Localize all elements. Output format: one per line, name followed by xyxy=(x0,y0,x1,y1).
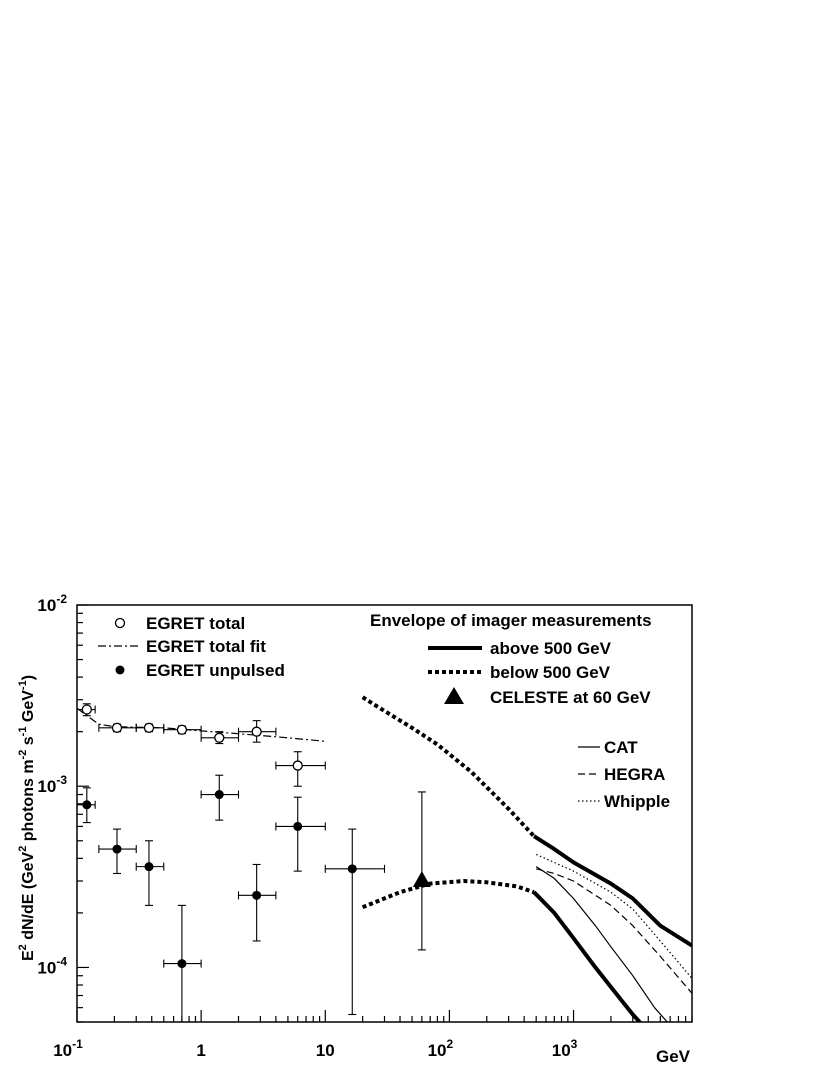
legend-layer: EGRET total EGRET total fit EGRET unpulsed… xyxy=(98,611,670,811)
y-axis-label: E2 dN/dE (GeV2 photons m-2 s-1 GeV-1) xyxy=(17,675,37,961)
x-tick-label: 10-1 xyxy=(53,1037,83,1060)
legend-whipple-label: Whipple xyxy=(604,792,670,811)
legend-cat-label: CAT xyxy=(604,738,638,757)
point-egret-total xyxy=(176,724,188,735)
x-tick-label: 1 xyxy=(196,1041,205,1060)
x-tick-label: 102 xyxy=(428,1037,454,1060)
x-axis-label: GeV xyxy=(656,1047,691,1066)
point-egret-total xyxy=(111,722,123,733)
point-egret-total xyxy=(292,760,303,771)
marker-layer xyxy=(81,704,431,969)
axes-layer: 10-1 1 10 102 103 10-2 10-3 10-4 xyxy=(37,592,693,1060)
point-celeste-at-60-gev xyxy=(412,871,431,888)
point-egret-unpulsed xyxy=(293,821,303,831)
legend-below-500-gev-label: below 500 GeV xyxy=(490,663,611,682)
legend-egret-unpulsed-label: EGRET unpulsed xyxy=(146,661,285,680)
point-egret-total xyxy=(251,726,262,737)
y-tick-label: 10-3 xyxy=(37,773,67,796)
point-egret-unpulsed xyxy=(252,890,262,900)
legend-egret-total-sample xyxy=(114,617,126,629)
curve-cat xyxy=(535,866,669,1022)
x-tick-label: 10 xyxy=(316,1041,335,1060)
point-egret-unpulsed xyxy=(347,864,357,874)
point-egret-total xyxy=(143,722,155,733)
x-tick-label: 103 xyxy=(552,1037,578,1060)
legend-egret-total-label: EGRET total xyxy=(146,614,245,633)
curve-below-500-gev-lower xyxy=(361,879,535,910)
point-egret-unpulsed xyxy=(82,800,92,810)
legend-egret-unpulsed-sample xyxy=(115,665,125,675)
legend-egret-total-fit-label: EGRET total fit xyxy=(146,637,266,656)
y-tick-label: 10-2 xyxy=(37,592,67,615)
point-egret-total xyxy=(214,732,225,743)
legend-above-500-gev-label: above 500 GeV xyxy=(490,639,612,658)
curve-above-500-gev-lower xyxy=(532,890,643,1022)
point-egret-unpulsed xyxy=(177,959,187,969)
legend-right-title: Envelope of imager measurements xyxy=(370,611,652,630)
legend-celeste-at-60-gev-sample xyxy=(444,687,464,704)
curve-hegra xyxy=(536,868,692,994)
y-tick-label: 10-4 xyxy=(37,954,67,977)
point-egret-total xyxy=(81,704,92,715)
legend-celeste-at-60-gev-label: CELESTE at 60 GeV xyxy=(490,688,651,707)
point-egret-unpulsed xyxy=(214,790,224,800)
point-egret-unpulsed xyxy=(112,844,122,854)
curve-below-500-gev-upper xyxy=(361,695,536,838)
curve-above-500-gev-upper xyxy=(532,834,692,948)
curve-layer xyxy=(77,695,692,1022)
point-egret-unpulsed xyxy=(144,862,154,872)
legend-hegra-label: HEGRA xyxy=(604,765,665,784)
